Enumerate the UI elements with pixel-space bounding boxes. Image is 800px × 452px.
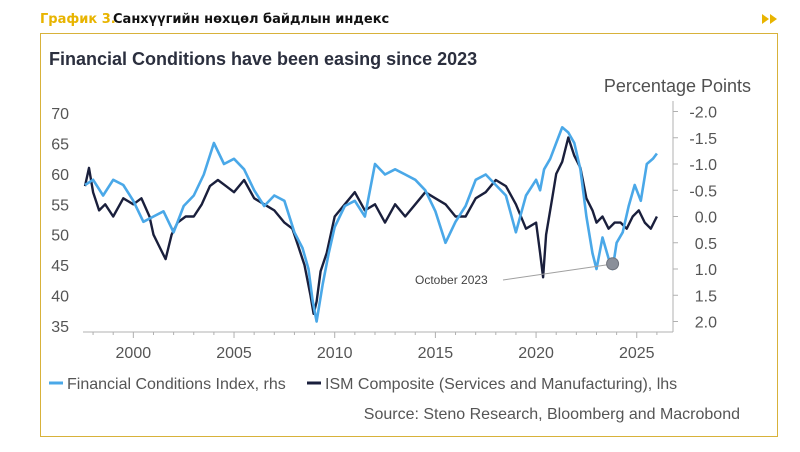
left-tick-label: 70 [51,106,69,123]
right-tick-label: 1.0 [695,262,717,279]
legend-label-fci: Financial Conditions Index, rhs [67,376,286,393]
right-axis-label: Percentage Points [604,76,751,96]
left-tick-label: 35 [51,319,69,336]
x-tick-label: 2015 [418,345,454,362]
left-axis-ticks: 35 40 45 50 55 60 65 70 [51,106,69,336]
annotation-leader-line [502,264,608,281]
legend-label-ism: ISM Composite (Services and Manufacturin… [325,376,677,393]
series-line-financial-conditions [84,126,658,323]
left-tick-label: 65 [51,137,69,154]
graph-title: Санхүүгийн нөхцөл байдлын индекс [113,12,390,27]
left-tick-label: 40 [51,289,69,306]
chart-title: Financial Conditions have been easing si… [49,49,477,69]
line-chart: Financial Conditions have been easing si… [49,49,751,423]
x-tick-label: 2010 [317,345,353,362]
right-tick-label: -0.5 [689,183,717,200]
legend: Financial Conditions Index, rhs ISM Comp… [49,376,677,393]
right-tick-label: 0.5 [695,236,717,253]
chart-header: График 3. Санхүүгийн нөхцөл байдлын инде… [40,10,780,32]
double-arrow-icon [762,14,777,24]
graph-number: График 3. [40,12,116,27]
x-tick-label: 2020 [518,345,554,362]
left-tick-label: 60 [51,167,69,184]
left-tick-label: 55 [51,197,69,214]
annotation-marker [606,257,620,271]
chart-frame: Financial Conditions have been easing si… [40,33,778,437]
x-tick-label: 2000 [116,345,152,362]
right-tick-label: 1.5 [695,288,717,305]
left-tick-label: 50 [51,228,69,245]
right-tick-label: 0.0 [695,210,717,227]
left-tick-label: 45 [51,258,69,275]
x-tick-label: 2005 [216,345,252,362]
source-text: Source: Steno Research, Bloomberg and Ma… [364,406,740,423]
right-tick-label: -1.5 [689,131,717,148]
axes [83,101,674,333]
right-tick-label: -1.0 [689,157,717,174]
annotation-label: October 2023 [415,273,488,287]
x-axis-ticks: 2000 2005 2010 2015 2020 2025 [92,332,658,362]
right-tick-label: 2.0 [695,315,717,332]
right-tick-label: -2.0 [689,105,717,122]
x-tick-label: 2025 [619,345,655,362]
right-axis-ticks: -2.0 -1.5 -1.0 -0.5 0.0 0.5 1.0 1.5 2.0 [673,105,717,332]
